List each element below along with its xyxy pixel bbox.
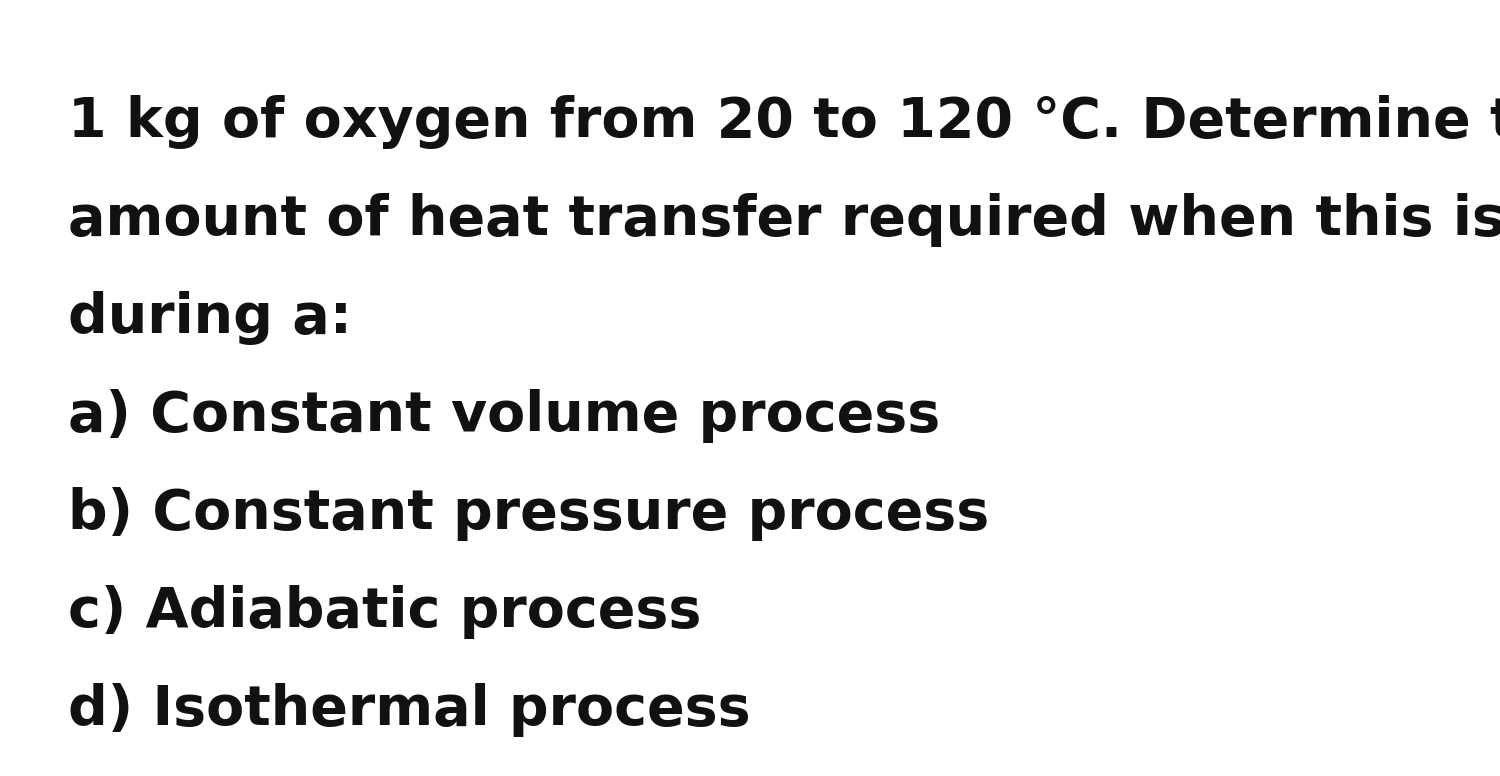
Text: a) Constant volume process: a) Constant volume process [68,389,939,443]
Text: c) Adiabatic process: c) Adiabatic process [68,585,701,639]
Text: amount of heat transfer required when this is done: amount of heat transfer required when th… [68,193,1500,247]
Text: d) Isothermal process: d) Isothermal process [68,683,750,737]
Text: b) Constant pressure process: b) Constant pressure process [68,487,988,541]
Text: during a:: during a: [68,291,351,345]
Text: 1 kg of oxygen from 20 to 120 °C. Determine the: 1 kg of oxygen from 20 to 120 °C. Determ… [68,95,1500,149]
